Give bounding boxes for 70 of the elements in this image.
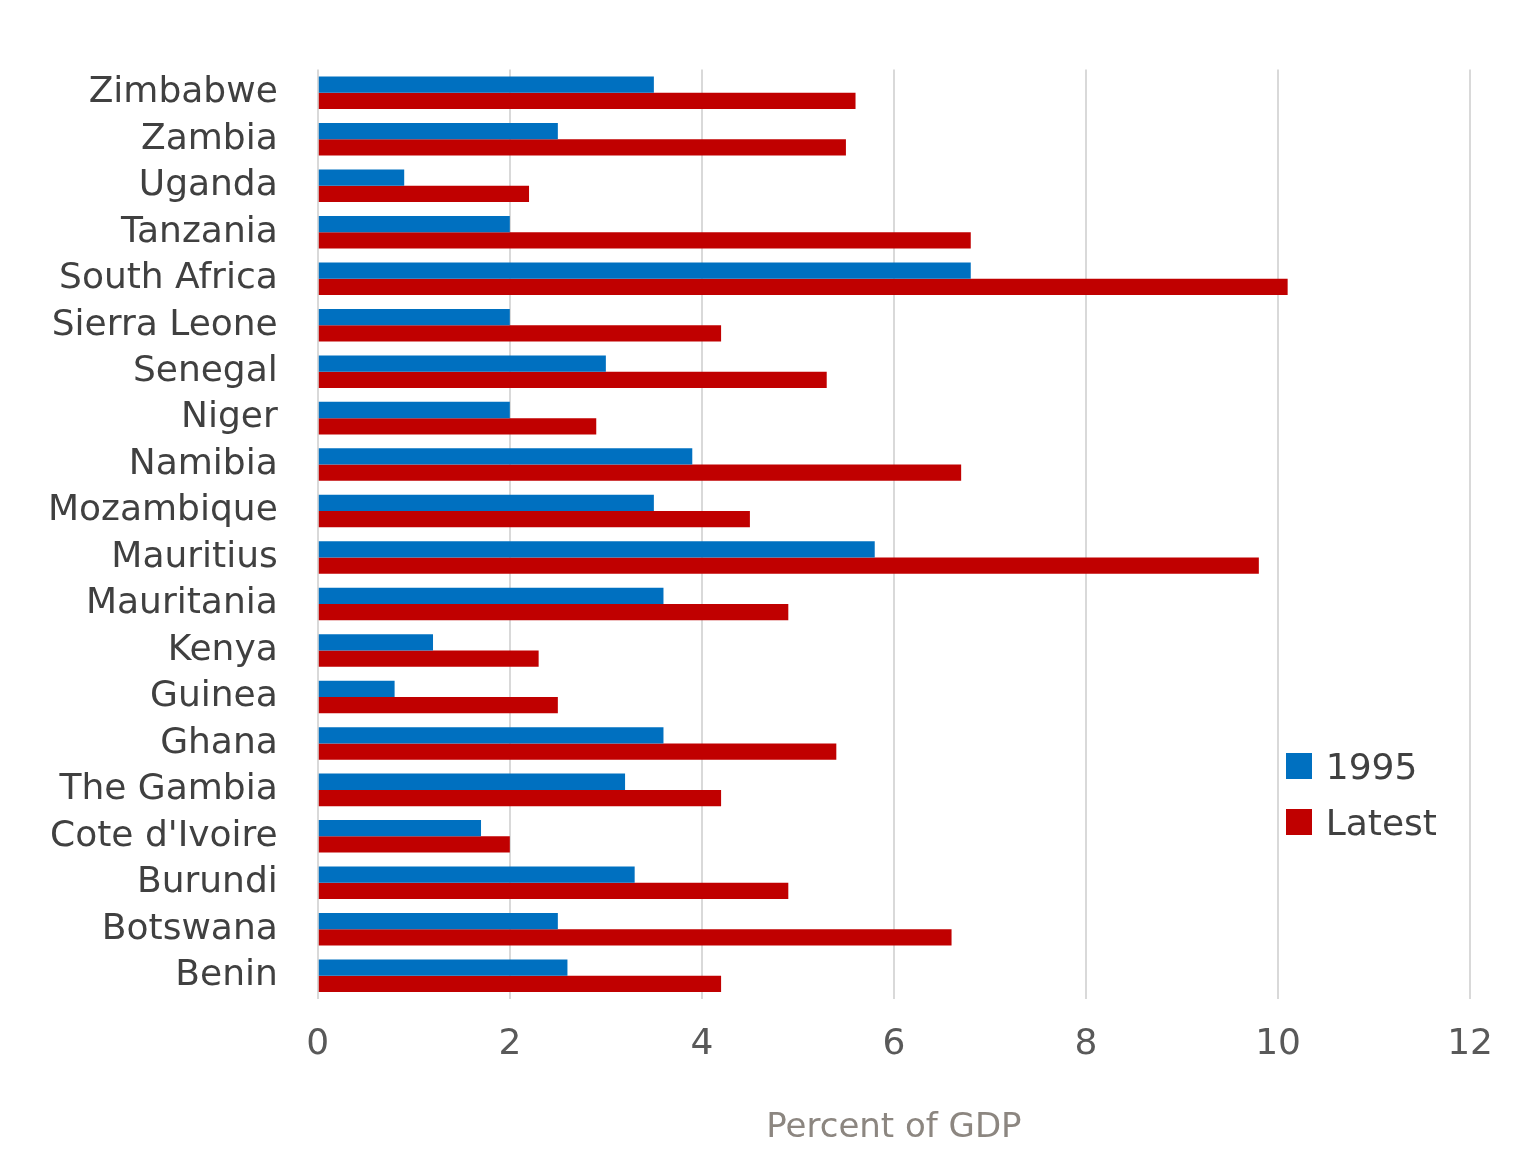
bar [318,882,789,900]
y-tick-label: Mozambique [48,487,278,529]
bar [318,773,626,790]
x-tick-label: 8 [1074,1020,1098,1062]
bar [318,820,482,837]
bar [318,696,558,714]
bar [318,92,856,110]
bar [318,169,405,186]
x-tick-label: 0 [306,1020,330,1062]
legend-label: Latest [1325,801,1437,843]
y-tick-label: South Africa [59,255,278,297]
y-tick-label: Tanzania [120,208,278,250]
bar [318,262,971,279]
bar [318,215,510,233]
bar [318,866,635,883]
y-tick-label: Sierra Leone [51,301,278,343]
bar [318,355,606,372]
bar [318,587,664,605]
bar [318,541,875,558]
bar [318,401,510,419]
bar [318,650,539,667]
bar [318,308,510,326]
bar [318,511,750,528]
x-tick-label: 6 [882,1020,906,1062]
y-tick-label: Mauritania [85,580,278,622]
legend-label: 1995 [1325,745,1418,787]
y-tick-label: Niger [181,394,278,436]
y-tick-label: Benin [175,952,278,994]
bar [318,139,846,156]
bar [318,727,664,744]
y-tick-label: Botswana [101,905,278,947]
bar [318,680,395,697]
bar [318,371,827,388]
bar [318,464,962,481]
x-tick-label: 10 [1255,1020,1301,1062]
y-tick-label: Burundi [136,859,278,901]
bar [318,975,722,993]
bar [318,448,693,465]
x-tick-label: 2 [498,1020,522,1062]
y-tick-label: Namibia [128,440,278,482]
y-tick-label: Zambia [141,115,278,157]
bar [318,634,434,651]
y-tick-label: Cote d'Ivoire [50,812,278,854]
bar [318,232,971,249]
bar [318,959,568,976]
y-tick-label: The Gambia [58,766,278,808]
bar [318,913,558,930]
y-tick-label: Ghana [160,719,278,761]
y-tick-label: Kenya [167,626,278,668]
y-tick-label: Senegal [132,348,278,390]
y-tick-label: Uganda [138,162,278,204]
bar [318,123,558,140]
bar [318,836,510,853]
bar [318,604,789,621]
x-axis-title: Percent of GDP [766,1105,1022,1146]
y-tick-label: Mauritius [111,533,278,575]
bar [318,185,530,203]
bar [318,743,837,760]
x-tick-label: 12 [1447,1020,1493,1062]
bar [318,76,654,93]
y-tick-label: Zimbabwe [88,69,278,111]
bar [318,325,722,342]
bar [318,929,952,946]
bar [318,418,597,435]
x-tick-label: 4 [690,1020,714,1062]
bar [318,494,654,512]
y-tick-label: Guinea [150,673,278,715]
bar [318,557,1259,574]
bar [318,789,722,807]
bar [318,278,1288,295]
